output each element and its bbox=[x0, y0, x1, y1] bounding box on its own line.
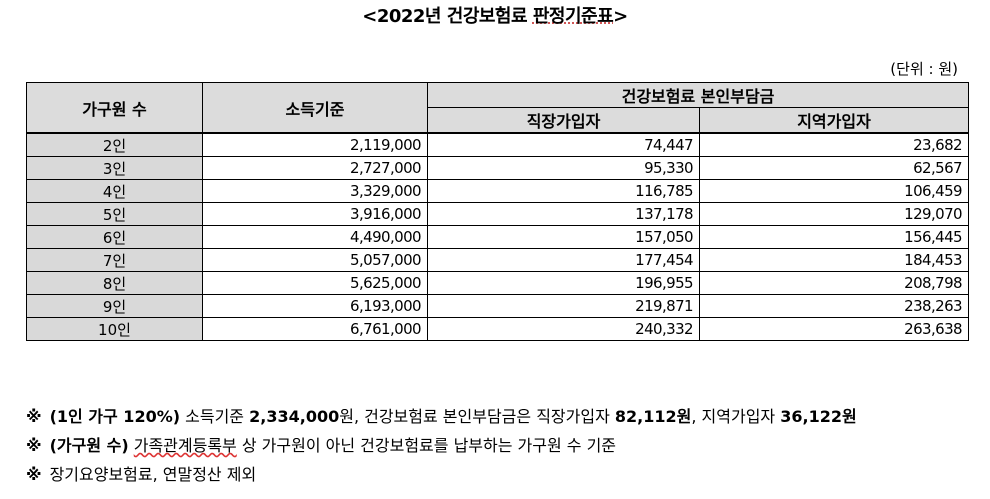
employee-premium-cell: 95,330 bbox=[427, 156, 700, 180]
household-count-cell: 2인 bbox=[26, 132, 203, 157]
regional-premium-cell: 184,453 bbox=[699, 248, 969, 272]
household-count-cell: 9인 bbox=[26, 294, 203, 318]
household-count-cell: 10인 bbox=[26, 317, 203, 341]
note1-text2: 원, 건강보험료 본인부담금은 직장가입자 bbox=[339, 407, 615, 426]
note1-regional-value: 36,122원 bbox=[780, 407, 857, 426]
income-cell: 3,329,000 bbox=[202, 179, 428, 203]
header-household: 가구원 수 bbox=[26, 82, 203, 134]
household-count-cell: 5인 bbox=[26, 202, 203, 226]
note3-text: 장기요양보험료, 연말정산 제외 bbox=[49, 465, 257, 484]
table-row: 6인 4,490,000 157,050 156,445 bbox=[26, 225, 969, 249]
notes: ※ (1인 가구 120%) 소득기준 2,334,000원, 건강보험료 본인부… bbox=[26, 402, 986, 489]
employee-premium-cell: 157,050 bbox=[427, 225, 700, 249]
income-cell: 3,916,000 bbox=[202, 202, 428, 226]
regional-premium-cell: 106,459 bbox=[699, 179, 969, 203]
table-row: 4인 3,329,000 116,785 106,459 bbox=[26, 179, 969, 203]
note1-income-value: 2,334,000 bbox=[249, 407, 340, 426]
note-exclusion: ※ 장기요양보험료, 연말정산 제외 bbox=[26, 460, 986, 489]
note1-head: (1인 가구 120%) bbox=[49, 407, 181, 426]
table-row: 5인 3,916,000 137,178 129,070 bbox=[26, 202, 969, 226]
note2-wavy-text: 가족관계등록부 bbox=[133, 436, 237, 455]
regional-premium-cell: 238,263 bbox=[699, 294, 969, 318]
regional-premium-cell: 129,070 bbox=[699, 202, 969, 226]
premium-criteria-table: 가구원 수 소득기준 건강보험료 본인부담금 직장가입자 지역가입자 2인 2,1… bbox=[26, 82, 969, 341]
header-premium-group: 건강보험료 본인부담금 bbox=[427, 82, 969, 108]
household-count-cell: 7인 bbox=[26, 248, 203, 272]
title-suffix: > bbox=[613, 6, 628, 27]
note-mark: ※ bbox=[26, 465, 42, 484]
employee-premium-cell: 196,955 bbox=[427, 271, 700, 295]
table-row: 2인 2,119,000 74,447 23,682 bbox=[26, 132, 969, 157]
income-cell: 6,761,000 bbox=[202, 317, 428, 341]
employee-premium-cell: 116,785 bbox=[427, 179, 700, 203]
income-cell: 5,057,000 bbox=[202, 248, 428, 272]
employee-premium-cell: 219,871 bbox=[427, 294, 700, 318]
income-cell: 5,625,000 bbox=[202, 271, 428, 295]
household-count-cell: 6인 bbox=[26, 225, 203, 249]
income-cell: 2,727,000 bbox=[202, 156, 428, 180]
note-household-count: ※ (가구원 수) 가족관계등록부 상 가구원이 아닌 건강보험료를 납부하는 가… bbox=[26, 431, 986, 460]
table-row: 9인 6,193,000 219,871 238,263 bbox=[26, 294, 969, 318]
note2-text: 상 가구원이 아닌 건강보험료를 납부하는 가구원 수 기준 bbox=[236, 436, 617, 455]
page-title: <2022년 건강보험료 판정기준표> bbox=[0, 2, 990, 28]
table-row: 10인 6,761,000 240,332 263,638 bbox=[26, 317, 969, 341]
table-body: 2인 2,119,000 74,447 23,682 3인 2,727,000 95,330… bbox=[26, 132, 969, 341]
note1-employee-value: 82,112원 bbox=[614, 407, 692, 426]
regional-premium-cell: 62,567 bbox=[699, 156, 969, 180]
note-mark: ※ bbox=[26, 436, 42, 455]
regional-premium-cell: 208,798 bbox=[699, 271, 969, 295]
income-cell: 4,490,000 bbox=[202, 225, 428, 249]
employee-premium-cell: 177,454 bbox=[427, 248, 700, 272]
household-count-cell: 3인 bbox=[26, 156, 203, 180]
note1-text3: , 지역가입자 bbox=[691, 407, 781, 426]
header-income: 소득기준 bbox=[202, 82, 428, 134]
header-employee: 직장가입자 bbox=[427, 107, 700, 134]
regional-premium-cell: 156,445 bbox=[699, 225, 969, 249]
note-single-household: ※ (1인 가구 120%) 소득기준 2,334,000원, 건강보험료 본인부… bbox=[26, 402, 986, 431]
note2-head: (가구원 수) bbox=[49, 436, 129, 455]
note1-text1: 소득기준 bbox=[180, 407, 250, 426]
household-count-cell: 4인 bbox=[26, 179, 203, 203]
table-row: 7인 5,057,000 177,454 184,453 bbox=[26, 248, 969, 272]
employee-premium-cell: 74,447 bbox=[427, 132, 700, 157]
income-cell: 6,193,000 bbox=[202, 294, 428, 318]
employee-premium-cell: 137,178 bbox=[427, 202, 700, 226]
header-regional: 지역가입자 bbox=[699, 107, 969, 134]
table-row: 3인 2,727,000 95,330 62,567 bbox=[26, 156, 969, 180]
employee-premium-cell: 240,332 bbox=[427, 317, 700, 341]
household-count-cell: 8인 bbox=[26, 271, 203, 295]
title-prefix: <2022년 건강보험료 bbox=[362, 6, 533, 27]
regional-premium-cell: 23,682 bbox=[699, 132, 969, 157]
income-cell: 2,119,000 bbox=[202, 132, 428, 157]
title-underlined: 판정기준표 bbox=[532, 6, 614, 27]
table-row: 8인 5,625,000 196,955 208,798 bbox=[26, 271, 969, 295]
regional-premium-cell: 263,638 bbox=[699, 317, 969, 341]
note-mark: ※ bbox=[26, 407, 42, 426]
unit-label: (단위 : 원) bbox=[890, 60, 958, 78]
